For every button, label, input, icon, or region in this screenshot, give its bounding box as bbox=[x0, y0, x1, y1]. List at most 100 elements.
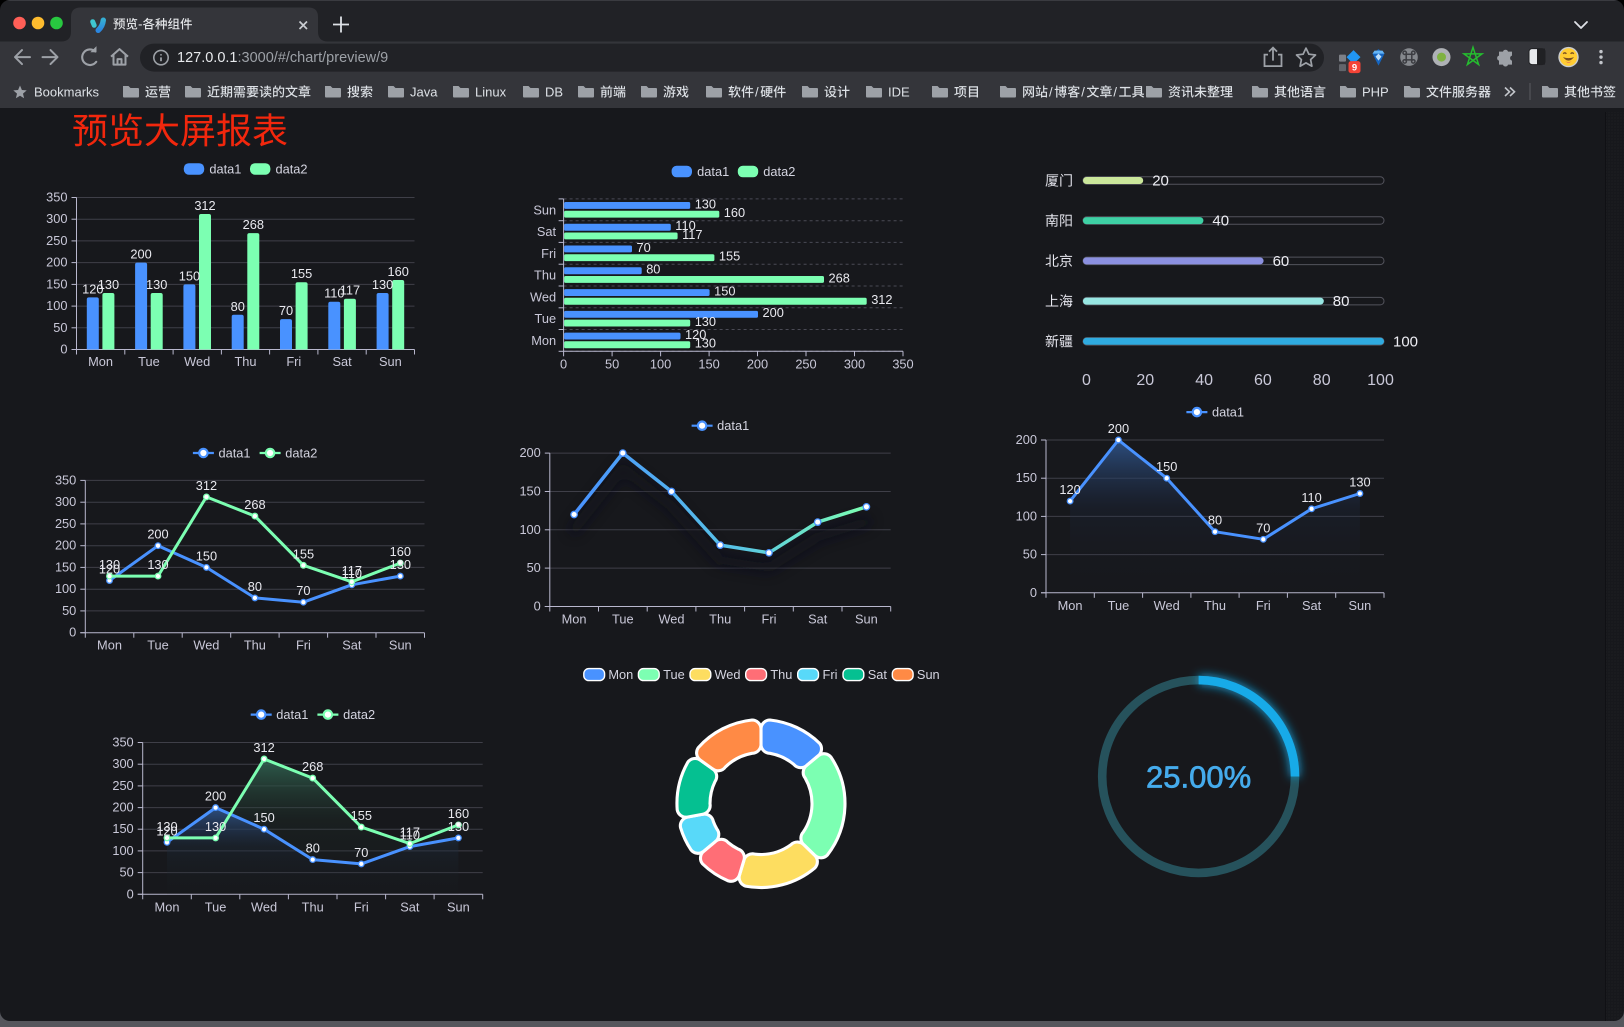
svg-text:Thu: Thu bbox=[244, 638, 266, 653]
svg-text:Sat: Sat bbox=[400, 899, 420, 914]
svg-text:100: 100 bbox=[46, 298, 67, 313]
svg-text:160: 160 bbox=[388, 264, 409, 279]
svg-text:Fri: Fri bbox=[762, 612, 777, 627]
svg-text:Sun: Sun bbox=[855, 612, 878, 627]
svg-text:Thu: Thu bbox=[770, 667, 792, 682]
svg-text:0: 0 bbox=[534, 599, 541, 614]
svg-text:Thu: Thu bbox=[234, 354, 256, 369]
svg-text:200: 200 bbox=[1108, 421, 1129, 436]
svg-text:data1: data1 bbox=[697, 164, 729, 179]
svg-text:Wed: Wed bbox=[193, 638, 219, 653]
svg-text:80: 80 bbox=[306, 841, 320, 856]
svg-text:Fri: Fri bbox=[823, 667, 838, 682]
svg-text:250: 250 bbox=[46, 233, 67, 248]
svg-text:300: 300 bbox=[844, 356, 865, 371]
svg-text:Sat: Sat bbox=[332, 354, 352, 369]
svg-text:/: / bbox=[755, 85, 759, 100]
svg-text:0: 0 bbox=[560, 356, 567, 371]
svg-text:268: 268 bbox=[244, 497, 265, 512]
svg-text:data1: data1 bbox=[276, 707, 308, 722]
svg-text:Sat: Sat bbox=[537, 224, 557, 239]
svg-text:312: 312 bbox=[196, 478, 217, 493]
svg-text:50: 50 bbox=[605, 356, 619, 371]
svg-text:50: 50 bbox=[62, 603, 76, 618]
svg-text:/: / bbox=[1081, 85, 1085, 100]
svg-text:300: 300 bbox=[112, 756, 133, 771]
svg-text:Fri: Fri bbox=[541, 246, 556, 261]
svg-text:200: 200 bbox=[1016, 432, 1037, 447]
svg-text:Tue: Tue bbox=[205, 899, 227, 914]
svg-text:250: 250 bbox=[112, 778, 133, 793]
svg-text:Tue: Tue bbox=[138, 354, 160, 369]
svg-text:Sat: Sat bbox=[868, 667, 888, 682]
svg-text:Wed: Wed bbox=[184, 354, 210, 369]
svg-text:70: 70 bbox=[279, 303, 293, 318]
svg-text:150: 150 bbox=[253, 810, 274, 825]
svg-text:Thu: Thu bbox=[534, 268, 556, 283]
svg-text:Wed: Wed bbox=[251, 899, 277, 914]
svg-text:50: 50 bbox=[53, 320, 67, 335]
svg-text:350: 350 bbox=[112, 735, 133, 750]
svg-text:120: 120 bbox=[1059, 482, 1080, 497]
svg-text:110: 110 bbox=[1301, 490, 1321, 505]
svg-text:80: 80 bbox=[1208, 513, 1222, 528]
svg-text:70: 70 bbox=[637, 240, 651, 255]
svg-text:100: 100 bbox=[112, 843, 133, 858]
svg-text:70: 70 bbox=[354, 845, 368, 860]
svg-text:0: 0 bbox=[69, 625, 76, 640]
svg-text:IDE: IDE bbox=[888, 85, 910, 100]
svg-text:Tue: Tue bbox=[147, 638, 169, 653]
svg-text:268: 268 bbox=[829, 270, 850, 285]
svg-text:200: 200 bbox=[205, 789, 226, 804]
svg-text:data1: data1 bbox=[717, 418, 749, 433]
svg-text:Sun: Sun bbox=[379, 354, 402, 369]
svg-text:130: 130 bbox=[448, 819, 469, 834]
svg-text:150: 150 bbox=[519, 484, 540, 499]
svg-text:130: 130 bbox=[205, 819, 226, 834]
svg-text:50: 50 bbox=[119, 865, 133, 880]
svg-text:312: 312 bbox=[871, 292, 892, 307]
svg-text:200: 200 bbox=[112, 800, 133, 815]
svg-text:130: 130 bbox=[99, 557, 120, 572]
svg-text:155: 155 bbox=[293, 546, 314, 561]
svg-text:Sun: Sun bbox=[533, 202, 556, 217]
svg-text:Tue: Tue bbox=[612, 612, 634, 627]
svg-text:100: 100 bbox=[1367, 372, 1394, 389]
svg-text:Wed: Wed bbox=[530, 289, 556, 304]
svg-text:Thu: Thu bbox=[709, 612, 731, 627]
svg-text:/: / bbox=[1113, 85, 1117, 100]
svg-text:Tue: Tue bbox=[535, 311, 557, 326]
svg-text:155: 155 bbox=[291, 266, 312, 281]
svg-text:50: 50 bbox=[1023, 547, 1037, 562]
svg-text:Wed: Wed bbox=[1154, 598, 1180, 613]
svg-text:150: 150 bbox=[55, 559, 76, 574]
svg-text:Fri: Fri bbox=[354, 899, 369, 914]
svg-text:80: 80 bbox=[1333, 293, 1350, 310]
svg-text:80: 80 bbox=[1313, 372, 1331, 389]
svg-text:data2: data2 bbox=[275, 162, 307, 177]
svg-text:250: 250 bbox=[795, 356, 816, 371]
svg-text:0: 0 bbox=[1082, 372, 1091, 389]
svg-text:150: 150 bbox=[46, 276, 67, 291]
svg-text:Mon: Mon bbox=[1058, 598, 1083, 613]
svg-text:0: 0 bbox=[60, 342, 67, 357]
svg-text:data1: data1 bbox=[209, 162, 241, 177]
svg-text::3000/#/chart/preview/9: :3000/#/chart/preview/9 bbox=[238, 50, 389, 66]
svg-text:110: 110 bbox=[675, 218, 695, 233]
svg-text:Sun: Sun bbox=[389, 638, 412, 653]
svg-text:50: 50 bbox=[527, 560, 541, 575]
svg-text:40: 40 bbox=[1212, 213, 1229, 230]
svg-text:130: 130 bbox=[147, 557, 168, 572]
svg-text:Mon: Mon bbox=[155, 899, 180, 914]
svg-text:0: 0 bbox=[1030, 585, 1037, 600]
svg-text:268: 268 bbox=[302, 759, 323, 774]
svg-text:60: 60 bbox=[1254, 372, 1272, 389]
svg-text:312: 312 bbox=[253, 740, 274, 755]
svg-text:DB: DB bbox=[545, 85, 563, 100]
svg-text:100: 100 bbox=[519, 522, 540, 537]
svg-text:20: 20 bbox=[1152, 173, 1169, 190]
svg-text:117: 117 bbox=[342, 563, 362, 578]
svg-text:200: 200 bbox=[763, 305, 784, 320]
svg-text:200: 200 bbox=[130, 247, 151, 262]
svg-text:130: 130 bbox=[156, 819, 177, 834]
